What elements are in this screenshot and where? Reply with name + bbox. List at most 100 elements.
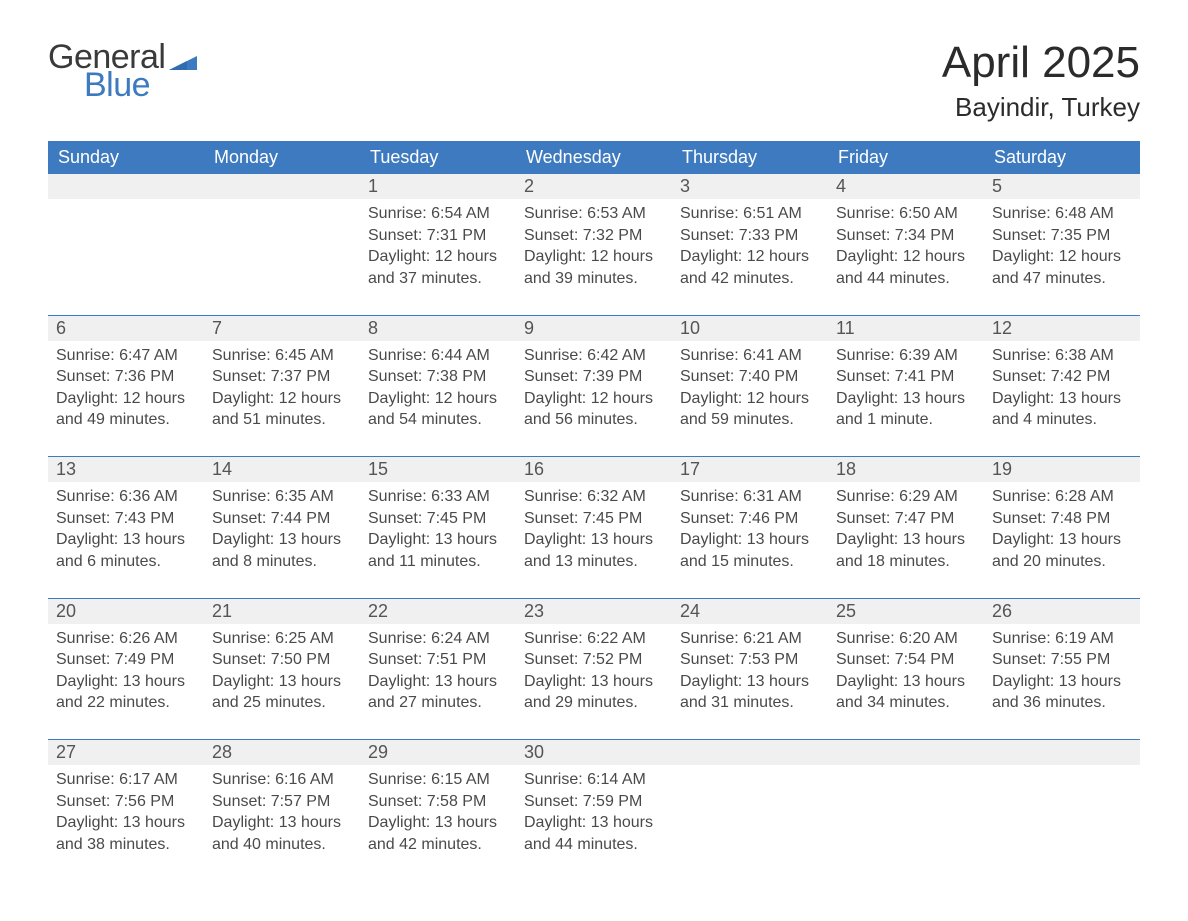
sunrise-text: Sunrise: 6:35 AM bbox=[212, 486, 352, 508]
day-data-cell: Sunrise: 6:15 AMSunset: 7:58 PMDaylight:… bbox=[360, 765, 516, 881]
daylight-text: and 20 minutes. bbox=[992, 551, 1132, 573]
sunset-text: Sunset: 7:56 PM bbox=[56, 791, 196, 813]
sunset-text: Sunset: 7:31 PM bbox=[368, 225, 508, 247]
daylight-text: Daylight: 13 hours bbox=[836, 388, 976, 410]
sunset-text: Sunset: 7:54 PM bbox=[836, 649, 976, 671]
sunset-text: Sunset: 7:48 PM bbox=[992, 508, 1132, 530]
sunset-text: Sunset: 7:32 PM bbox=[524, 225, 664, 247]
day-data-cell: Sunrise: 6:29 AMSunset: 7:47 PMDaylight:… bbox=[828, 482, 984, 598]
daylight-text: and 27 minutes. bbox=[368, 692, 508, 714]
day-data-row: Sunrise: 6:26 AMSunset: 7:49 PMDaylight:… bbox=[48, 624, 1140, 740]
sunrise-text: Sunrise: 6:36 AM bbox=[56, 486, 196, 508]
day-data-cell bbox=[204, 199, 360, 315]
location-subtitle: Bayindir, Turkey bbox=[942, 92, 1140, 123]
sunset-text: Sunset: 7:47 PM bbox=[836, 508, 976, 530]
title-block: April 2025 Bayindir, Turkey bbox=[942, 40, 1140, 123]
daylight-text: Daylight: 13 hours bbox=[992, 388, 1132, 410]
daylight-text: Daylight: 12 hours bbox=[368, 246, 508, 268]
day-data-cell: Sunrise: 6:53 AMSunset: 7:32 PMDaylight:… bbox=[516, 199, 672, 315]
sunrise-text: Sunrise: 6:45 AM bbox=[212, 345, 352, 367]
day-number-row: 13141516171819 bbox=[48, 457, 1140, 483]
daylight-text: Daylight: 13 hours bbox=[524, 812, 664, 834]
sunset-text: Sunset: 7:40 PM bbox=[680, 366, 820, 388]
daylight-text: Daylight: 13 hours bbox=[836, 529, 976, 551]
sunrise-text: Sunrise: 6:51 AM bbox=[680, 203, 820, 225]
daylight-text: Daylight: 13 hours bbox=[56, 529, 196, 551]
day-number-cell bbox=[204, 174, 360, 199]
header-bar: General Blue April 2025 Bayindir, Turkey bbox=[48, 40, 1140, 123]
daylight-text: and 13 minutes. bbox=[524, 551, 664, 573]
day-number-cell: 8 bbox=[360, 315, 516, 341]
day-data-cell: Sunrise: 6:28 AMSunset: 7:48 PMDaylight:… bbox=[984, 482, 1140, 598]
sunset-text: Sunset: 7:44 PM bbox=[212, 508, 352, 530]
daylight-text: Daylight: 13 hours bbox=[524, 529, 664, 551]
day-data-cell: Sunrise: 6:38 AMSunset: 7:42 PMDaylight:… bbox=[984, 341, 1140, 457]
daylight-text: and 25 minutes. bbox=[212, 692, 352, 714]
day-data-cell: Sunrise: 6:24 AMSunset: 7:51 PMDaylight:… bbox=[360, 624, 516, 740]
daylight-text: and 15 minutes. bbox=[680, 551, 820, 573]
daylight-text: and 22 minutes. bbox=[56, 692, 196, 714]
sunset-text: Sunset: 7:36 PM bbox=[56, 366, 196, 388]
day-number-row: 12345 bbox=[48, 174, 1140, 199]
sunset-text: Sunset: 7:49 PM bbox=[56, 649, 196, 671]
daylight-text: Daylight: 12 hours bbox=[524, 388, 664, 410]
day-number-cell: 3 bbox=[672, 174, 828, 199]
day-data-cell: Sunrise: 6:31 AMSunset: 7:46 PMDaylight:… bbox=[672, 482, 828, 598]
day-data-cell: Sunrise: 6:41 AMSunset: 7:40 PMDaylight:… bbox=[672, 341, 828, 457]
sunset-text: Sunset: 7:53 PM bbox=[680, 649, 820, 671]
daylight-text: and 6 minutes. bbox=[56, 551, 196, 573]
sunset-text: Sunset: 7:59 PM bbox=[524, 791, 664, 813]
sunset-text: Sunset: 7:45 PM bbox=[368, 508, 508, 530]
daylight-text: and 36 minutes. bbox=[992, 692, 1132, 714]
sunrise-text: Sunrise: 6:14 AM bbox=[524, 769, 664, 791]
day-data-cell: Sunrise: 6:17 AMSunset: 7:56 PMDaylight:… bbox=[48, 765, 204, 881]
day-data-cell: Sunrise: 6:42 AMSunset: 7:39 PMDaylight:… bbox=[516, 341, 672, 457]
day-number-cell: 23 bbox=[516, 598, 672, 624]
sunrise-text: Sunrise: 6:28 AM bbox=[992, 486, 1132, 508]
sunrise-text: Sunrise: 6:53 AM bbox=[524, 203, 664, 225]
daylight-text: Daylight: 13 hours bbox=[212, 529, 352, 551]
day-number-cell bbox=[672, 740, 828, 766]
day-number-cell: 25 bbox=[828, 598, 984, 624]
day-data-cell: Sunrise: 6:21 AMSunset: 7:53 PMDaylight:… bbox=[672, 624, 828, 740]
weekday-header: Thursday bbox=[672, 141, 828, 174]
sunrise-text: Sunrise: 6:15 AM bbox=[368, 769, 508, 791]
day-number-cell: 1 bbox=[360, 174, 516, 199]
sunrise-text: Sunrise: 6:21 AM bbox=[680, 628, 820, 650]
sunset-text: Sunset: 7:57 PM bbox=[212, 791, 352, 813]
daylight-text: Daylight: 13 hours bbox=[524, 671, 664, 693]
day-number-cell: 28 bbox=[204, 740, 360, 766]
sunset-text: Sunset: 7:35 PM bbox=[992, 225, 1132, 247]
sunset-text: Sunset: 7:33 PM bbox=[680, 225, 820, 247]
day-data-row: Sunrise: 6:54 AMSunset: 7:31 PMDaylight:… bbox=[48, 199, 1140, 315]
day-data-cell: Sunrise: 6:35 AMSunset: 7:44 PMDaylight:… bbox=[204, 482, 360, 598]
sunrise-text: Sunrise: 6:38 AM bbox=[992, 345, 1132, 367]
day-number-cell: 30 bbox=[516, 740, 672, 766]
sunset-text: Sunset: 7:55 PM bbox=[992, 649, 1132, 671]
daylight-text: and 1 minute. bbox=[836, 409, 976, 431]
daylight-text: and 44 minutes. bbox=[836, 268, 976, 290]
daylight-text: Daylight: 12 hours bbox=[368, 388, 508, 410]
day-data-cell: Sunrise: 6:45 AMSunset: 7:37 PMDaylight:… bbox=[204, 341, 360, 457]
day-number-cell bbox=[48, 174, 204, 199]
daylight-text: Daylight: 12 hours bbox=[524, 246, 664, 268]
daylight-text: Daylight: 12 hours bbox=[212, 388, 352, 410]
brand-word-2: Blue bbox=[48, 68, 197, 102]
day-data-cell: Sunrise: 6:54 AMSunset: 7:31 PMDaylight:… bbox=[360, 199, 516, 315]
daylight-text: and 49 minutes. bbox=[56, 409, 196, 431]
daylight-text: Daylight: 12 hours bbox=[836, 246, 976, 268]
daylight-text: Daylight: 13 hours bbox=[212, 812, 352, 834]
daylight-text: and 42 minutes. bbox=[680, 268, 820, 290]
sunset-text: Sunset: 7:41 PM bbox=[836, 366, 976, 388]
daylight-text: Daylight: 13 hours bbox=[680, 671, 820, 693]
day-number-cell: 12 bbox=[984, 315, 1140, 341]
day-data-cell: Sunrise: 6:47 AMSunset: 7:36 PMDaylight:… bbox=[48, 341, 204, 457]
sunrise-text: Sunrise: 6:47 AM bbox=[56, 345, 196, 367]
day-data-cell: Sunrise: 6:14 AMSunset: 7:59 PMDaylight:… bbox=[516, 765, 672, 881]
sunrise-text: Sunrise: 6:48 AM bbox=[992, 203, 1132, 225]
daylight-text: Daylight: 12 hours bbox=[56, 388, 196, 410]
weekday-header: Sunday bbox=[48, 141, 204, 174]
daylight-text: Daylight: 13 hours bbox=[368, 812, 508, 834]
sunset-text: Sunset: 7:52 PM bbox=[524, 649, 664, 671]
sunrise-text: Sunrise: 6:39 AM bbox=[836, 345, 976, 367]
